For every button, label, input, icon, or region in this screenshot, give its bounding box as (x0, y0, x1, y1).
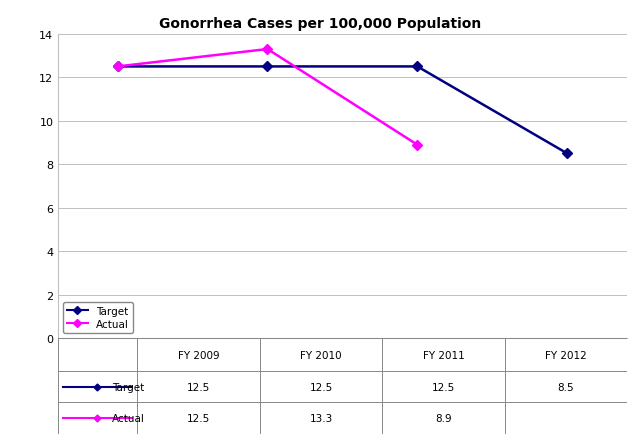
Text: FY 2012: FY 2012 (545, 350, 587, 360)
Legend: Target, Actual: Target, Actual (63, 302, 133, 333)
Text: 8.9: 8.9 (435, 413, 452, 423)
Text: FY 2010: FY 2010 (300, 350, 342, 360)
Text: 12.5: 12.5 (187, 382, 210, 392)
Text: 8.5: 8.5 (557, 382, 574, 392)
Text: 12.5: 12.5 (309, 382, 333, 392)
Text: FY 2009: FY 2009 (178, 350, 220, 360)
Text: Actual: Actual (112, 413, 145, 423)
Text: Target: Target (112, 382, 144, 392)
Text: Gonorrhea Cases per 100,000 Population: Gonorrhea Cases per 100,000 Population (159, 17, 481, 31)
Text: 12.5: 12.5 (432, 382, 455, 392)
Text: 13.3: 13.3 (309, 413, 333, 423)
Text: FY 2011: FY 2011 (422, 350, 465, 360)
Text: 12.5: 12.5 (187, 413, 210, 423)
